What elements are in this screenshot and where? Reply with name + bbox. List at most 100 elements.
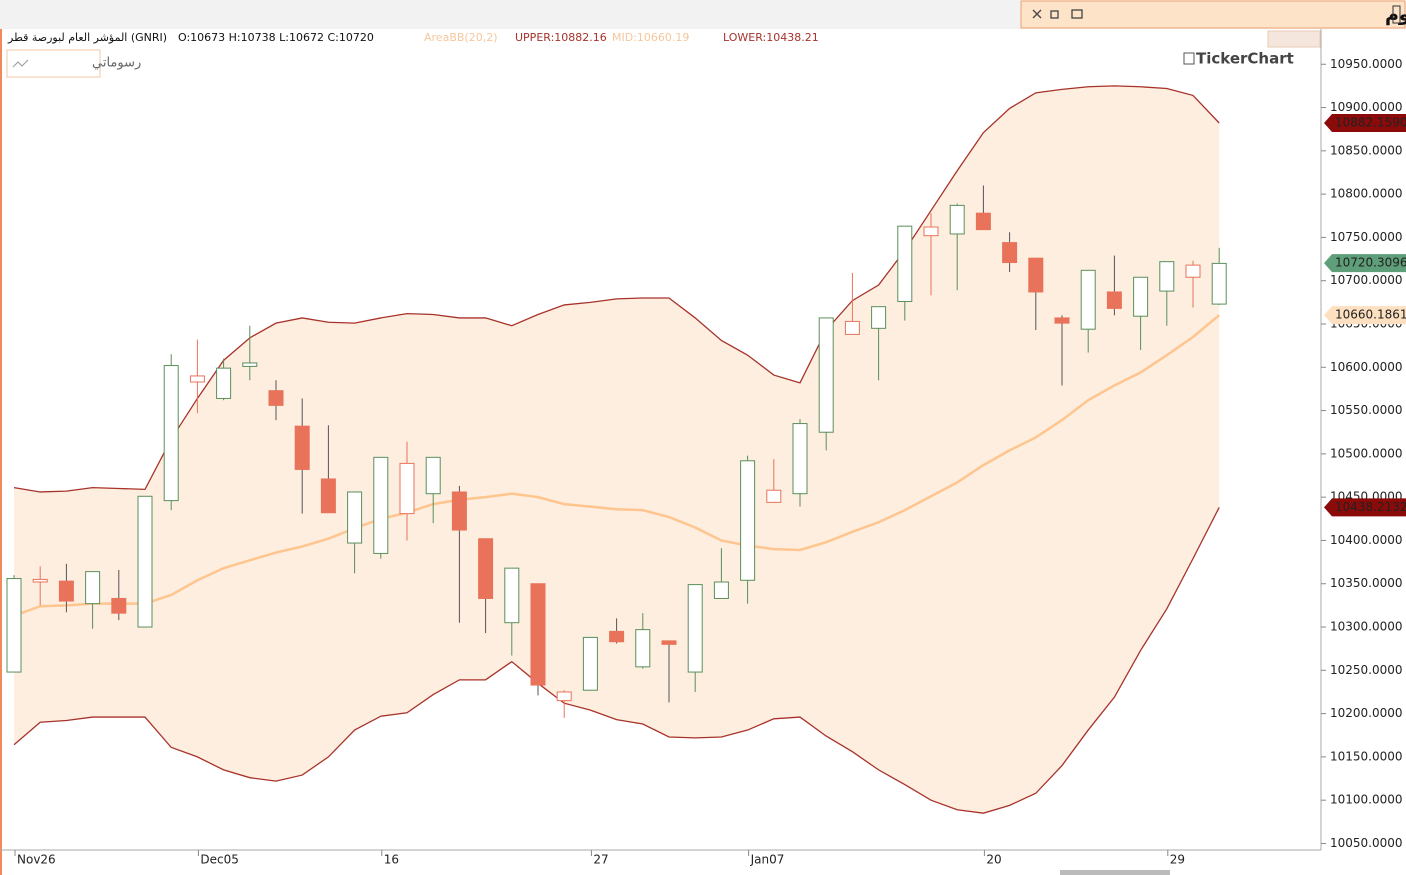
candle-body bbox=[504, 567, 520, 624]
price-tag bbox=[1324, 254, 1406, 273]
candle-body bbox=[111, 597, 127, 614]
y-tick-label: 10550.0000 bbox=[1330, 403, 1403, 417]
price-tag-label: 10660.1861 bbox=[1335, 308, 1406, 322]
candle-body bbox=[6, 578, 22, 673]
candle-body bbox=[818, 317, 834, 433]
y-tick-label: 10500.0000 bbox=[1330, 446, 1403, 460]
y-tick-label: 10150.0000 bbox=[1330, 749, 1403, 763]
title-icon bbox=[1392, 5, 1401, 24]
band-line bbox=[13, 507, 1220, 814]
candle-body bbox=[975, 212, 991, 231]
candle-body bbox=[792, 423, 808, 495]
x-tick-label: Dec05 bbox=[200, 853, 239, 867]
candle-body bbox=[713, 581, 729, 599]
y-tick-label: 10200.0000 bbox=[1330, 706, 1403, 720]
candle-body bbox=[1106, 291, 1122, 309]
detach-button[interactable] bbox=[1071, 9, 1083, 19]
candle-body bbox=[844, 320, 860, 335]
candle-body bbox=[1080, 269, 1096, 330]
overlay: المؤشر العام لبورصة قطر (GNRI) O:10673 H… bbox=[6, 30, 1321, 78]
candle-body bbox=[766, 489, 782, 503]
x-tick-label: 29 bbox=[1170, 853, 1185, 867]
candle-body bbox=[609, 630, 625, 643]
y-tick-label: 10800.0000 bbox=[1330, 187, 1403, 201]
legend-entry: UPPER:10882.16 bbox=[515, 31, 607, 44]
title-tab bbox=[1020, 0, 1406, 29]
legend-entry: MID:10660.19 bbox=[612, 31, 689, 44]
band-line bbox=[13, 314, 1220, 617]
candle-body bbox=[1054, 317, 1070, 324]
candle-body bbox=[949, 204, 965, 235]
candle-body bbox=[740, 460, 756, 581]
drawings-button[interactable] bbox=[6, 49, 101, 78]
candle-body bbox=[85, 571, 101, 605]
candle-body bbox=[294, 425, 310, 470]
candle-body bbox=[451, 491, 467, 531]
y-tick-label: 10950.0000 bbox=[1330, 57, 1403, 71]
price-tag-label: 10438.2132 bbox=[1335, 500, 1406, 514]
candle-body bbox=[216, 367, 232, 399]
y-tick-label: 10400.0000 bbox=[1330, 533, 1403, 547]
candle-body bbox=[1185, 264, 1201, 278]
logo-mark bbox=[1183, 52, 1195, 65]
scrollbar-thumb[interactable] bbox=[1060, 870, 1170, 875]
drawings-label: رسوماتي bbox=[92, 56, 141, 71]
window-title: المؤشر العام لبورصة قطر - يوم bbox=[1385, 4, 1406, 26]
candle-body bbox=[923, 226, 939, 237]
price-tag-label: 10882.1590 bbox=[1335, 115, 1406, 129]
candle-body bbox=[897, 225, 913, 302]
candle-body bbox=[556, 691, 572, 702]
panel-controls[interactable] bbox=[1267, 30, 1321, 48]
y-tick-label: 10750.0000 bbox=[1330, 230, 1403, 244]
candle-body bbox=[1211, 262, 1227, 305]
candle-body bbox=[242, 362, 258, 367]
y-tick-label: 10700.0000 bbox=[1330, 273, 1403, 287]
candle-body bbox=[32, 578, 48, 583]
candle-body bbox=[661, 640, 677, 645]
candle-body bbox=[1028, 257, 1044, 293]
logo: TickerChart bbox=[1196, 50, 1294, 68]
candle-body bbox=[347, 491, 363, 544]
candle-body bbox=[373, 456, 389, 554]
candle-body bbox=[268, 390, 284, 406]
price-tag bbox=[1324, 113, 1406, 132]
y-tick-label: 10050.0000 bbox=[1330, 836, 1403, 850]
y-tick-label: 10100.0000 bbox=[1330, 793, 1403, 807]
y-tick-label: 10600.0000 bbox=[1330, 360, 1403, 374]
candle-body bbox=[478, 538, 494, 599]
candle-body bbox=[871, 306, 887, 329]
candle-body bbox=[582, 636, 598, 691]
price-tag bbox=[1324, 498, 1406, 517]
candle-body bbox=[320, 478, 336, 514]
ohlc-label: O:10673 H:10738 L:10672 C:10720 bbox=[178, 31, 374, 44]
candle-body bbox=[425, 456, 441, 495]
y-tick-label: 10350.0000 bbox=[1330, 576, 1403, 590]
band-line bbox=[13, 85, 1220, 493]
candle-body bbox=[58, 580, 74, 602]
x-tick-label: Nov26 bbox=[17, 853, 56, 867]
band-area bbox=[14, 85, 1220, 814]
candle-body bbox=[137, 495, 153, 628]
candle-body bbox=[1002, 242, 1018, 264]
candle-body bbox=[189, 375, 205, 383]
candle-body bbox=[1159, 261, 1175, 292]
candle-body bbox=[163, 365, 179, 502]
close-button[interactable] bbox=[1032, 9, 1042, 19]
axes: 10050.0000 10100.0000 10150.0000 10200.0000… bbox=[14, 57, 1406, 867]
candle-body bbox=[635, 629, 651, 668]
candle-body bbox=[1133, 276, 1149, 317]
drawings-icon bbox=[12, 59, 29, 68]
instrument-label: المؤشر العام لبورصة قطر (GNRI) bbox=[7, 31, 167, 44]
y-tick-label: 10250.0000 bbox=[1330, 663, 1403, 677]
y-tick-label: 10300.0000 bbox=[1330, 620, 1403, 634]
x-tick-label: Jan07 bbox=[750, 853, 785, 867]
x-tick-label: 20 bbox=[986, 853, 1001, 867]
legend-entry: LOWER:10438.21 bbox=[723, 31, 819, 44]
y-tick-label: 10900.0000 bbox=[1330, 100, 1403, 114]
restore-button[interactable] bbox=[1050, 10, 1059, 19]
candle-body bbox=[687, 584, 703, 673]
x-tick-label: 27 bbox=[593, 853, 608, 867]
candle-body bbox=[530, 583, 546, 686]
